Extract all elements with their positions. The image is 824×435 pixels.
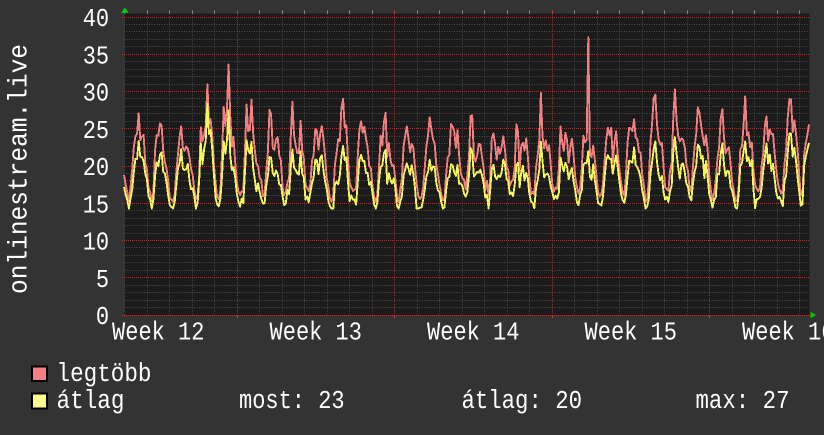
svg-text:Week 14: Week 14 xyxy=(427,319,519,348)
svg-text:max: 27: max: 27 xyxy=(696,387,790,416)
svg-text:0: 0 xyxy=(96,303,109,332)
svg-text:legtöbb: legtöbb xyxy=(57,360,152,389)
svg-text:10: 10 xyxy=(83,229,109,258)
svg-text:Week 15: Week 15 xyxy=(585,319,677,348)
svg-text:5: 5 xyxy=(96,266,109,295)
svg-text:onlinestream.live: onlinestream.live xyxy=(5,44,35,294)
svg-text:átlag: átlag xyxy=(57,387,125,416)
svg-text:most: 23: most: 23 xyxy=(239,387,345,416)
svg-text:25: 25 xyxy=(83,117,109,146)
svg-text:15: 15 xyxy=(83,191,109,220)
svg-text:átlag: 20: átlag: 20 xyxy=(462,387,583,416)
svg-text:40: 40 xyxy=(83,5,109,34)
svg-text:20: 20 xyxy=(83,154,109,183)
svg-text:Week 13: Week 13 xyxy=(270,319,362,348)
svg-text:Week 16: Week 16 xyxy=(742,319,824,348)
svg-text:30: 30 xyxy=(83,80,109,109)
svg-text:35: 35 xyxy=(83,42,109,71)
svg-text:Week 12: Week 12 xyxy=(112,319,204,348)
